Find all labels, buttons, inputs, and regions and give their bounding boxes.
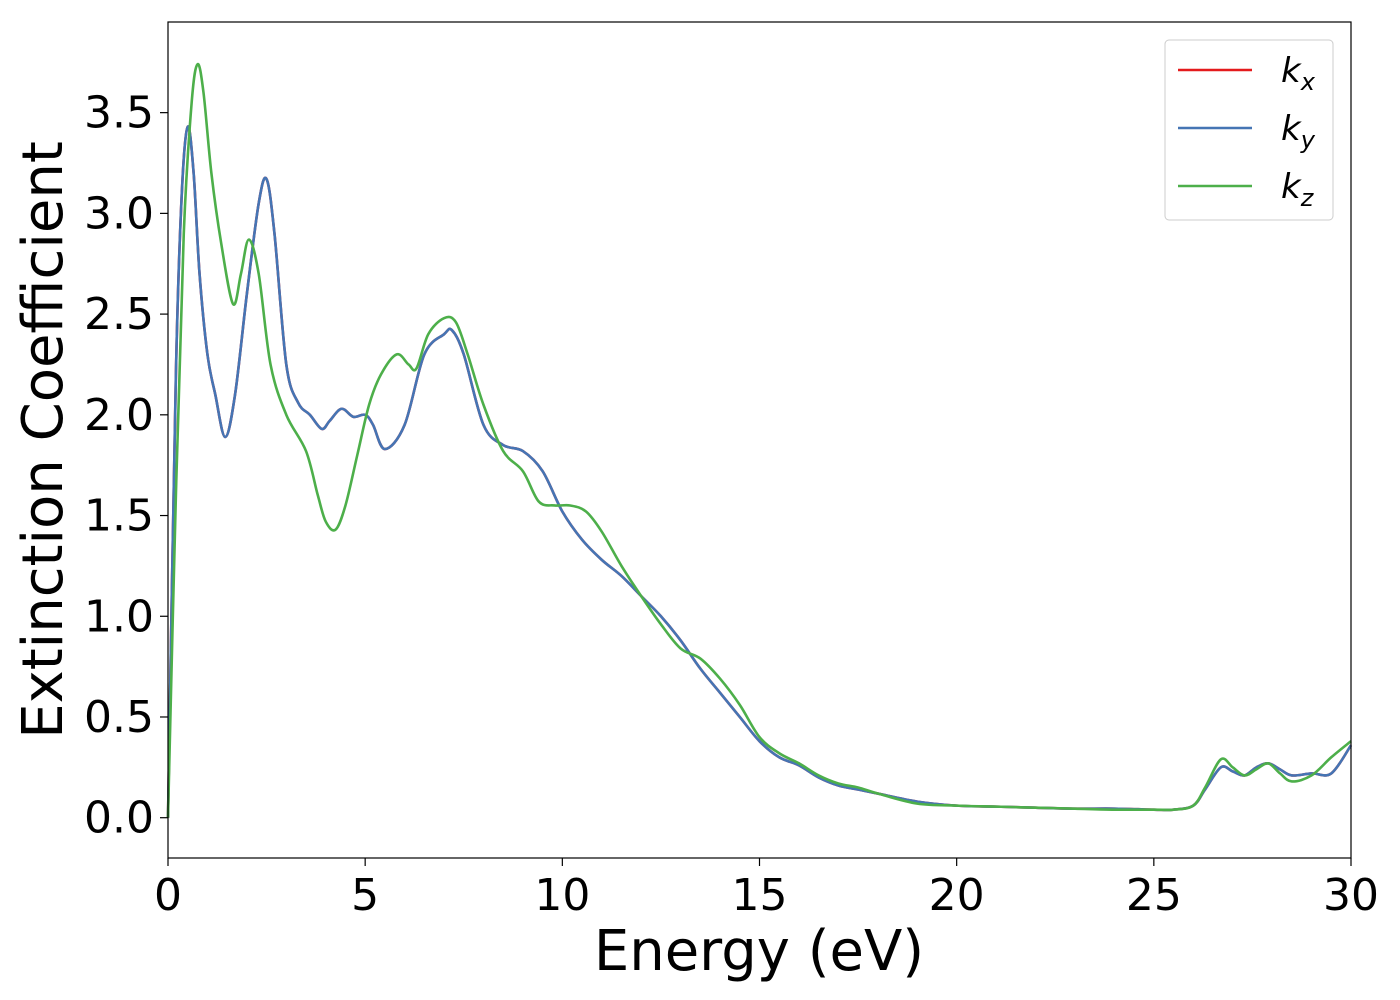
series-layer [166,62,1353,818]
x-axis-label: Energy (eV) [594,919,924,984]
x-axis: 0 5 10 15 20 25 30 [154,858,1379,921]
x-tick-label: 10 [534,870,590,921]
legend-entry-ky: ky [1178,109,1316,154]
legend-label: kx [1281,51,1316,96]
y-tick-label: 3.0 [84,188,154,239]
x-tick-label: 30 [1323,870,1379,921]
y-tick-label: 1.0 [84,591,154,642]
y-tick-label: 0.5 [84,692,154,743]
legend-label-subscript: y [1300,126,1316,154]
y-tick-label: 2.5 [84,289,154,340]
x-tick-label: 5 [351,870,379,921]
legend-label: kz [1281,167,1315,212]
x-tick-label: 25 [1126,870,1182,921]
y-tick-label: 1.5 [84,491,154,542]
legend-label-subscript: x [1300,68,1316,96]
legend-label-main: k [1281,51,1302,91]
legend-label: ky [1281,109,1316,154]
y-tick-label: 3.5 [84,88,154,139]
y-tick-label: 2.0 [84,390,154,441]
y-axis-label: Extinction Coefficient [11,141,76,739]
legend-entry-kx: kx [1178,51,1316,96]
y-tick-label: 0.0 [84,793,154,844]
legend-entry-kz: kz [1178,167,1315,212]
y-axis: 0.0 0.5 1.0 1.5 2.0 2.5 3.0 3.5 [84,88,168,844]
series-line-kz [166,62,1352,818]
legend-label-main: k [1281,109,1302,149]
x-tick-label: 0 [154,870,182,921]
x-tick-label: 15 [732,870,788,921]
legend-label-subscript: z [1300,184,1315,212]
x-tick-label: 20 [929,870,985,921]
legend-box [1164,39,1334,221]
legend-label-main: k [1281,167,1302,207]
